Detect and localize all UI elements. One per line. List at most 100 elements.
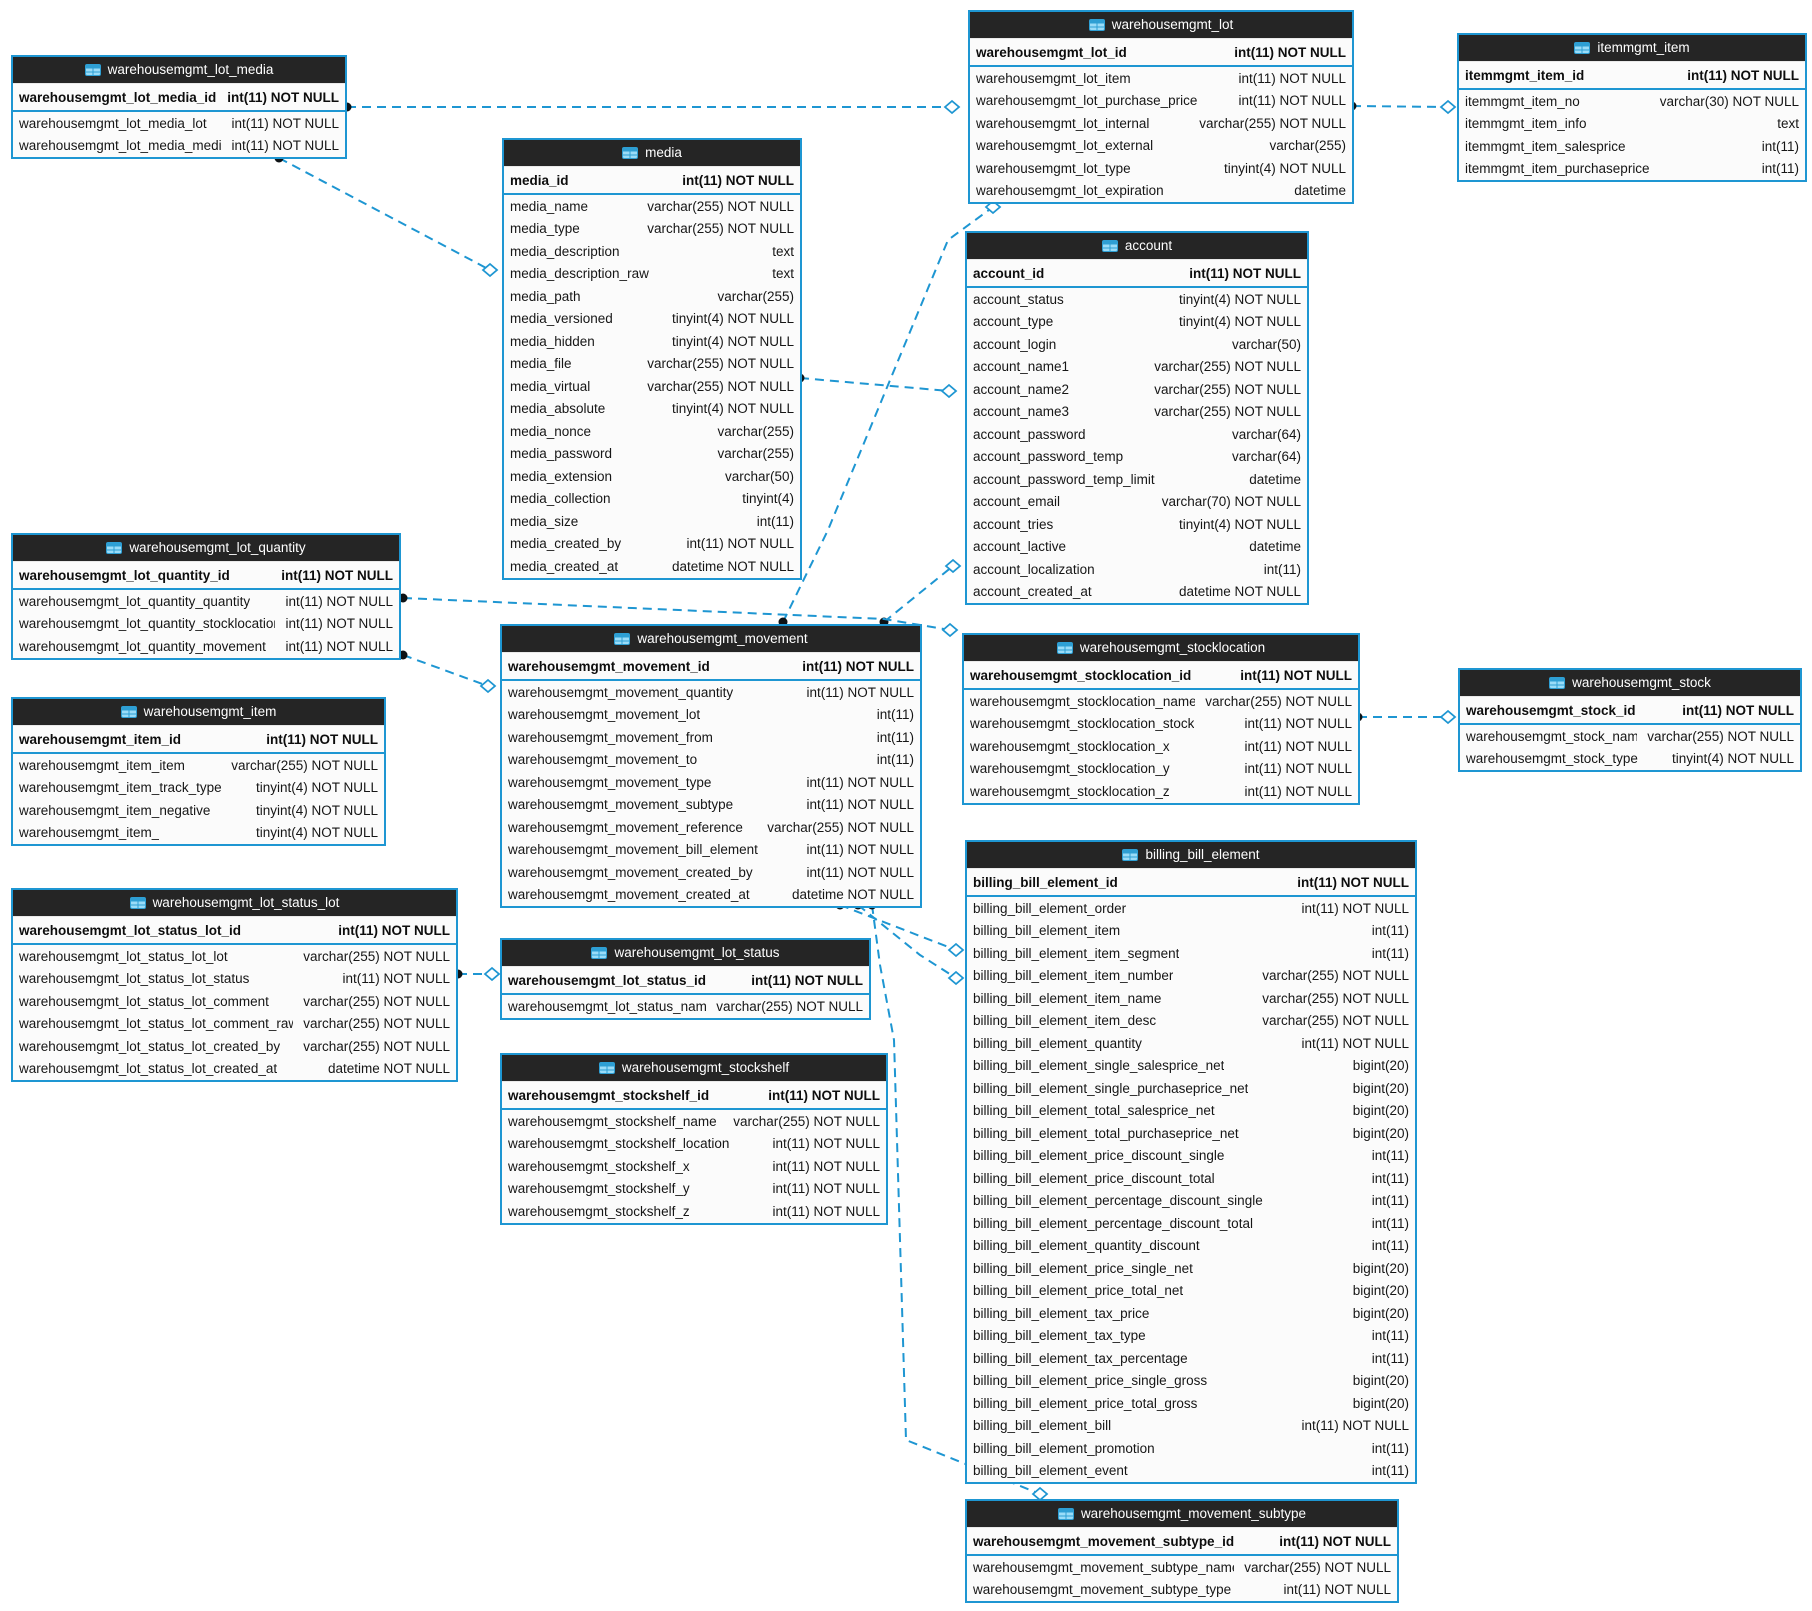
table-row[interactable]: warehousemgmt_lot_media_media int(11) NOT… [13,134,345,157]
table-row[interactable]: account_status tinyint(4) NOT NULL [967,288,1307,311]
table-row[interactable]: warehousemgmt_item_item varchar(255) NOT … [13,754,384,777]
table-warehousemgmt_lot_quantity[interactable]: warehousemgmt_lot_quantity warehousemgmt_… [11,533,401,660]
table-row[interactable]: warehousemgmt_stocklocation_name varchar(… [964,690,1358,713]
table-row[interactable]: media_size int(11) [504,510,800,533]
table-row[interactable]: warehousemgmt_movement_quantity int(11) N… [502,681,920,704]
table-row[interactable]: billing_bill_element_price_single_net big… [967,1257,1415,1280]
table-row[interactable]: warehousemgmt_item_track_type tinyint(4) … [13,776,384,799]
table-row[interactable]: account_email varchar(70) NOT NULL [967,490,1307,513]
table-row[interactable]: billing_bill_element_item_number varchar(… [967,964,1415,987]
table-row[interactable]: media_created_by int(11) NOT NULL [504,532,800,555]
table-row[interactable]: media_description_raw text [504,262,800,285]
table-warehousemgmt_lot_status_lot[interactable]: warehousemgmt_lot_status_lot warehousemgm… [11,888,458,1082]
table-row[interactable]: warehousemgmt_stocklocation_z int(11) NOT… [964,780,1358,803]
table-warehousemgmt_movement_subtype[interactable]: warehousemgmt_movement_subtype warehousem… [965,1499,1399,1603]
table-header[interactable]: warehousemgmt_lot_media [13,57,345,83]
table-row[interactable]: itemmgmt_item_salesprice int(11) [1459,135,1805,158]
table-row[interactable]: warehousemgmt_lot_status_lot_comment varc… [13,990,456,1013]
table-row[interactable]: warehousemgmt_lot_status_lot_created_at d… [13,1057,456,1080]
table-warehousemgmt_item[interactable]: warehousemgmt_item warehousemgmt_item_id i… [11,697,386,846]
primary-key-row[interactable]: warehousemgmt_item_id int(11) NOT NULL [13,725,384,754]
primary-key-row[interactable]: warehousemgmt_stocklocation_id int(11) NO… [964,661,1358,690]
table-row[interactable]: warehousemgmt_lot_item int(11) NOT NULL [970,67,1352,90]
table-warehousemgmt_lot_status[interactable]: warehousemgmt_lot_status warehousemgmt_lo… [500,938,871,1020]
table-header[interactable]: warehousemgmt_item [13,699,384,725]
relationship-line-media-account[interactable] [799,377,950,392]
table-row[interactable]: warehousemgmt_movement_from int(11) [502,726,920,749]
table-row[interactable]: itemmgmt_item_purchaseprice int(11) [1459,157,1805,180]
table-row[interactable]: account_name2 varchar(255) NOT NULL [967,378,1307,401]
relationship-line-warehousemgmt_movement-billing_bill_element[interactable] [857,904,957,979]
primary-key-row[interactable]: warehousemgmt_stockshelf_id int(11) NOT N… [502,1081,886,1110]
table-warehousemgmt_stock[interactable]: warehousemgmt_stock warehousemgmt_stock_i… [1458,668,1802,772]
relationship-line-warehousemgmt_lot_quantity-warehousemgmt_movement[interactable] [402,654,489,687]
table-row[interactable]: warehousemgmt_stockshelf_x int(11) NOT NU… [502,1155,886,1178]
table-row[interactable]: billing_bill_element_promotion int(11) [967,1437,1415,1460]
primary-key-row[interactable]: billing_bill_element_id int(11) NOT NULL [967,868,1415,897]
table-row[interactable]: warehousemgmt_lot_purchase_price int(11) … [970,89,1352,112]
table-row[interactable]: billing_bill_element_price_single_gross b… [967,1369,1415,1392]
table-row[interactable]: media_description text [504,240,800,263]
table-itemmgmt_item[interactable]: itemmgmt_item itemmgmt_item_id int(11) NOT… [1457,33,1807,182]
table-row[interactable]: billing_bill_element_price_discount_tota… [967,1167,1415,1190]
table-row[interactable]: warehousemgmt_lot_quantity_quantity int(1… [13,590,399,613]
table-row[interactable]: warehousemgmt_lot_quantity_stocklocation… [13,612,399,635]
table-warehousemgmt_lot[interactable]: warehousemgmt_lot warehousemgmt_lot_id int… [968,10,1354,204]
table-row[interactable]: warehousemgmt_lot_status_lot_lot varchar(… [13,945,456,968]
table-row[interactable]: warehousemgmt_lot_status_lot_status int(1… [13,967,456,990]
table-row[interactable]: billing_bill_element_single_purchasepric… [967,1077,1415,1100]
table-header[interactable]: billing_bill_element [967,842,1415,868]
primary-key-row[interactable]: warehousemgmt_movement_id int(11) NOT NUL… [502,652,920,681]
table-row[interactable]: itemmgmt_item_info text [1459,112,1805,135]
table-media[interactable]: media media_id int(11) NOT NULL media_name v… [502,138,802,580]
table-row[interactable]: warehousemgmt_movement_bill_element int(1… [502,838,920,861]
table-header[interactable]: warehousemgmt_lot_quantity [13,535,399,561]
table-row[interactable]: warehousemgmt_movement_subtype_name varch… [967,1556,1397,1579]
table-row[interactable]: billing_bill_element_single_salesprice_n… [967,1054,1415,1077]
table-row[interactable]: warehousemgmt_movement_type int(11) NOT N… [502,771,920,794]
table-row[interactable]: account_name3 varchar(255) NOT NULL [967,400,1307,423]
table-billing_bill_element[interactable]: billing_bill_element billing_bill_element… [965,840,1417,1484]
table-row[interactable]: billing_bill_element_price_total_gross bi… [967,1392,1415,1415]
relationship-line-warehousemgmt_movement-warehousemgmt_lot[interactable] [782,206,994,623]
table-row[interactable]: media_name varchar(255) NOT NULL [504,195,800,218]
table-row[interactable]: media_created_at datetime NOT NULL [504,555,800,578]
table-row[interactable]: warehousemgmt_movement_reference varchar(… [502,816,920,839]
table-row[interactable]: billing_bill_element_price_total_net bigi… [967,1279,1415,1302]
table-header[interactable]: media [504,140,800,166]
table-row[interactable]: account_created_at datetime NOT NULL [967,580,1307,603]
table-row[interactable]: warehousemgmt_movement_subtype_type int(1… [967,1578,1397,1601]
table-header[interactable]: warehousemgmt_stocklocation [964,635,1358,661]
table-row[interactable]: warehousemgmt_lot_internal varchar(255) N… [970,112,1352,135]
table-row[interactable]: media_password varchar(255) [504,442,800,465]
table-row[interactable]: warehousemgmt_movement_created_by int(11)… [502,861,920,884]
table-row[interactable]: warehousemgmt_movement_created_at datetim… [502,883,920,906]
table-row[interactable]: media_versioned tinyint(4) NOT NULL [504,307,800,330]
table-row[interactable]: warehousemgmt_item_ tinyint(4) NOT NULL [13,821,384,844]
table-row[interactable]: billing_bill_element_percentage_discount… [967,1212,1415,1235]
primary-key-row[interactable]: warehousemgmt_lot_id int(11) NOT NULL [970,38,1352,67]
table-row[interactable]: billing_bill_element_item_segment int(11) [967,942,1415,965]
table-row[interactable]: warehousemgmt_movement_to int(11) [502,748,920,771]
table-row[interactable]: warehousemgmt_stockshelf_z int(11) NOT NU… [502,1200,886,1223]
table-warehousemgmt_lot_media[interactable]: warehousemgmt_lot_media warehousemgmt_lot… [11,55,347,159]
table-warehousemgmt_stocklocation[interactable]: warehousemgmt_stocklocation warehousemgmt… [962,633,1360,805]
table-row[interactable]: billing_bill_element_tax_percentage int(1… [967,1347,1415,1370]
table-row[interactable]: warehousemgmt_lot_status_name varchar(255… [502,995,869,1018]
table-header[interactable]: itemmgmt_item [1459,35,1805,61]
primary-key-row[interactable]: warehousemgmt_lot_status_id int(11) NOT N… [502,966,869,995]
table-warehousemgmt_movement[interactable]: warehousemgmt_movement warehousemgmt_move… [500,624,922,908]
relationship-line-warehousemgmt_lot-itemmgmt_item[interactable] [1351,105,1449,108]
table-row[interactable]: media_file varchar(255) NOT NULL [504,352,800,375]
table-row[interactable]: media_nonce varchar(255) [504,420,800,443]
table-row[interactable]: warehousemgmt_lot_expiration datetime [970,179,1352,202]
table-row[interactable]: warehousemgmt_movement_subtype int(11) NO… [502,793,920,816]
table-row[interactable]: warehousemgmt_lot_status_lot_created_by v… [13,1035,456,1058]
primary-key-row[interactable]: itemmgmt_item_id int(11) NOT NULL [1459,61,1805,90]
table-row[interactable]: warehousemgmt_stockshelf_location int(11)… [502,1132,886,1155]
table-row[interactable]: billing_bill_element_quantity_discount in… [967,1234,1415,1257]
table-row[interactable]: billing_bill_element_total_salesprice_ne… [967,1099,1415,1122]
table-header[interactable]: warehousemgmt_lot_status_lot [13,890,456,916]
table-row[interactable]: account_localization int(11) [967,558,1307,581]
